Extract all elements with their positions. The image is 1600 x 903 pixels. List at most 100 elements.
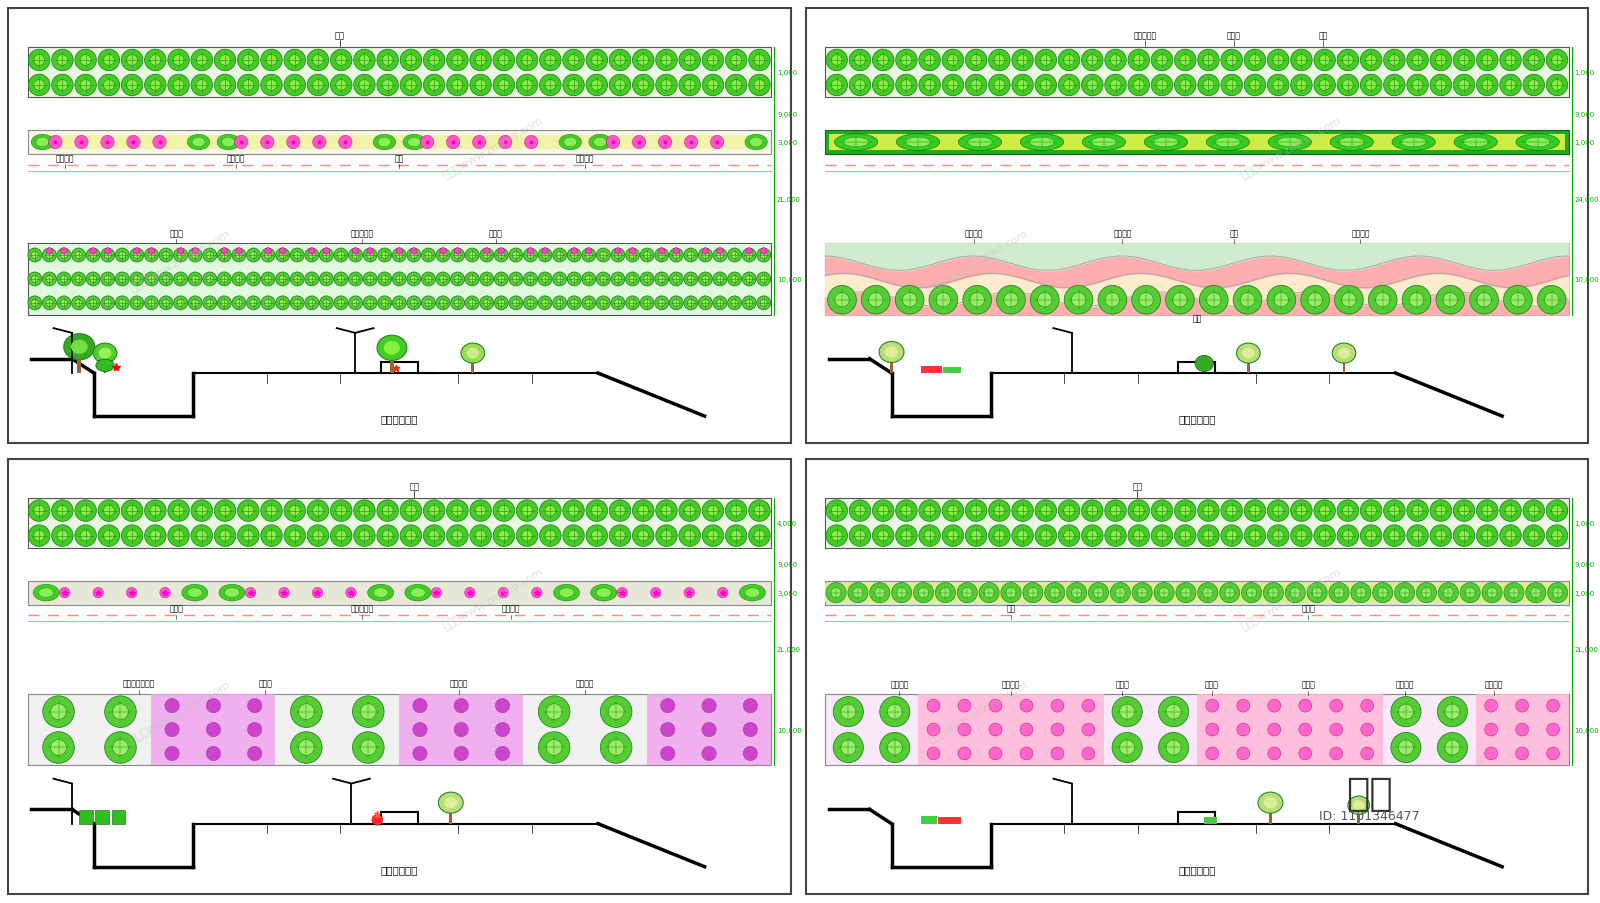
Circle shape [61,276,67,283]
Bar [646,694,771,766]
Circle shape [878,506,888,517]
Circle shape [475,531,486,542]
Circle shape [526,300,534,307]
Circle shape [629,300,635,307]
Circle shape [1342,80,1354,91]
Circle shape [1523,500,1544,522]
Bar [826,583,1568,602]
Circle shape [149,248,155,255]
Circle shape [1360,500,1382,522]
Circle shape [517,51,538,71]
Circle shape [358,506,370,517]
Ellipse shape [224,588,240,598]
Circle shape [754,531,765,542]
Circle shape [586,75,608,97]
Circle shape [354,75,374,97]
Circle shape [498,276,504,283]
Circle shape [742,296,757,311]
Ellipse shape [1464,138,1488,147]
Circle shape [214,75,235,97]
Circle shape [126,588,138,598]
Circle shape [1272,531,1283,542]
Circle shape [189,273,202,286]
Circle shape [378,296,392,311]
Circle shape [275,296,290,311]
Circle shape [278,300,286,307]
Circle shape [834,732,864,763]
Circle shape [406,249,421,263]
Circle shape [454,252,461,259]
Circle shape [835,293,850,308]
Circle shape [597,249,610,263]
Circle shape [250,300,258,307]
Circle shape [466,273,478,286]
Circle shape [1088,583,1109,603]
Circle shape [925,506,934,517]
Circle shape [878,55,888,66]
Circle shape [1158,732,1189,763]
Circle shape [336,55,347,66]
Circle shape [872,526,894,546]
Circle shape [243,531,254,542]
Circle shape [32,276,38,283]
Circle shape [830,588,842,598]
Text: 金叶女贞: 金叶女贞 [1114,228,1131,237]
Circle shape [984,588,994,598]
Circle shape [221,248,227,255]
Circle shape [539,526,562,546]
Circle shape [1093,588,1104,598]
Circle shape [926,723,939,736]
Ellipse shape [70,340,88,355]
Circle shape [942,51,963,71]
Circle shape [563,51,584,71]
Circle shape [1120,740,1134,755]
Circle shape [632,51,654,71]
Bar [890,360,893,374]
Circle shape [610,500,630,522]
Circle shape [51,51,74,71]
Circle shape [1174,75,1195,97]
Circle shape [606,136,619,150]
Circle shape [174,296,187,311]
Ellipse shape [192,138,205,147]
Circle shape [1437,697,1467,727]
Circle shape [104,506,114,517]
Circle shape [1312,588,1322,598]
Circle shape [309,300,315,307]
Circle shape [582,296,595,311]
Circle shape [61,252,67,259]
Circle shape [1435,55,1446,66]
Circle shape [291,732,322,763]
Circle shape [421,136,434,150]
Circle shape [608,704,624,720]
Circle shape [757,249,771,263]
Circle shape [826,75,848,97]
Circle shape [850,500,870,522]
Circle shape [754,80,765,91]
Circle shape [112,740,128,756]
Circle shape [1402,286,1430,315]
Text: 新疆杨: 新疆杨 [170,228,182,237]
Circle shape [58,296,70,311]
Ellipse shape [1525,138,1550,147]
Circle shape [699,273,712,286]
Circle shape [1226,531,1237,542]
Circle shape [451,296,464,311]
Circle shape [424,75,445,97]
Circle shape [290,273,304,286]
Circle shape [731,300,738,307]
Bar [1269,810,1272,824]
Circle shape [168,51,189,71]
Circle shape [498,252,504,259]
Circle shape [1200,286,1229,315]
Circle shape [1413,80,1422,91]
Bar [35,135,763,150]
Circle shape [358,80,370,91]
Ellipse shape [32,135,53,151]
Circle shape [424,500,445,522]
Text: 知末网www.znzmo.com: 知末网www.znzmo.com [1238,566,1342,631]
Circle shape [971,506,981,517]
Circle shape [1330,747,1342,760]
Circle shape [480,273,494,286]
Circle shape [749,500,770,522]
